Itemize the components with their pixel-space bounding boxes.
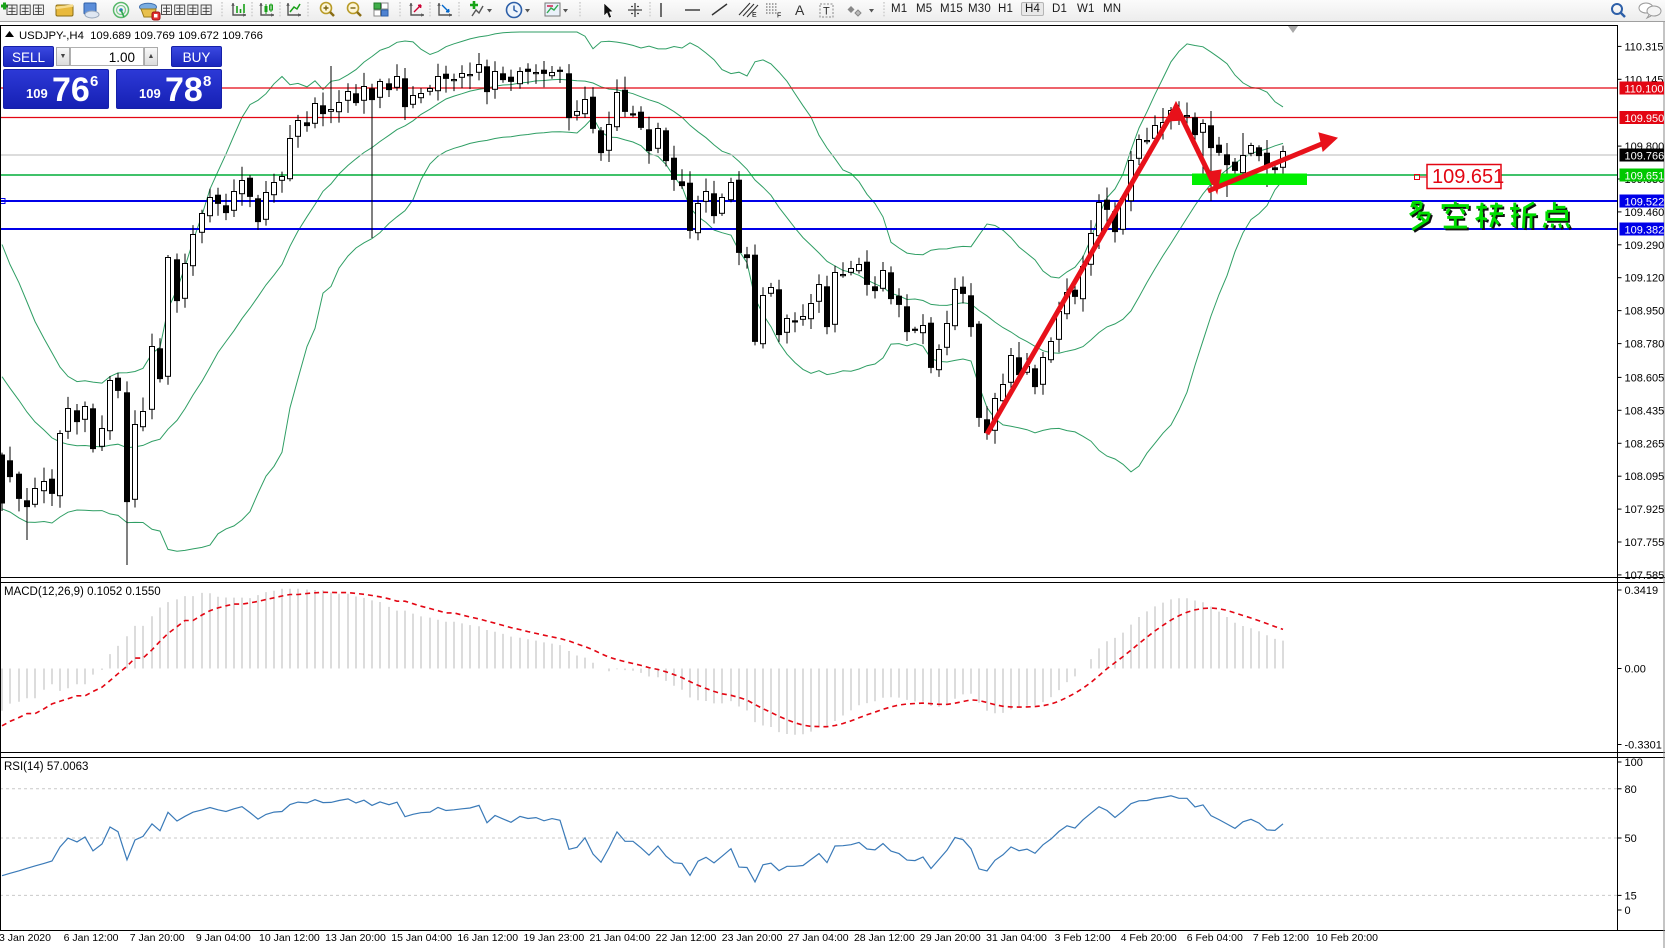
svg-text:50: 50 bbox=[1625, 833, 1637, 845]
svg-text:107.755: 107.755 bbox=[1625, 537, 1665, 549]
svg-text:28 Jan 12:00: 28 Jan 12:00 bbox=[854, 932, 915, 944]
svg-text:4 Feb 20:00: 4 Feb 20:00 bbox=[1121, 932, 1177, 944]
svg-text:108.950: 108.950 bbox=[1625, 306, 1665, 318]
svg-text:7 Jan 20:00: 7 Jan 20:00 bbox=[130, 932, 185, 944]
svg-text:22 Jan 12:00: 22 Jan 12:00 bbox=[656, 932, 717, 944]
svg-text:10 Feb 20:00: 10 Feb 20:00 bbox=[1316, 932, 1378, 944]
svg-text:100: 100 bbox=[1625, 757, 1643, 769]
svg-text:21 Jan 04:00: 21 Jan 04:00 bbox=[590, 932, 651, 944]
svg-text:13 Jan 20:00: 13 Jan 20:00 bbox=[325, 932, 386, 944]
svg-text:108.095: 108.095 bbox=[1625, 471, 1665, 483]
svg-text:9 Jan 04:00: 9 Jan 04:00 bbox=[196, 932, 251, 944]
svg-text:3 Jan 2020: 3 Jan 2020 bbox=[0, 932, 51, 944]
svg-text:RSI(14) 57.0063: RSI(14) 57.0063 bbox=[4, 761, 88, 773]
svg-text:E: E bbox=[752, 12, 757, 19]
svg-text:23 Jan 20:00: 23 Jan 20:00 bbox=[722, 932, 783, 944]
svg-text:0.3419: 0.3419 bbox=[1625, 585, 1659, 597]
svg-text:USDJPY-,H4 109.689 109.769 10: USDJPY-,H4 109.689 109.769 109.672 109.7… bbox=[19, 30, 263, 42]
svg-text:0: 0 bbox=[1625, 905, 1631, 917]
svg-text:107.925: 107.925 bbox=[1625, 504, 1665, 516]
svg-text:19 Jan 23:00: 19 Jan 23:00 bbox=[523, 932, 584, 944]
svg-text:29 Jan 20:00: 29 Jan 20:00 bbox=[920, 932, 981, 944]
svg-text:T: T bbox=[823, 6, 830, 18]
svg-text:27 Jan 04:00: 27 Jan 04:00 bbox=[788, 932, 849, 944]
svg-text:-0.3301: -0.3301 bbox=[1625, 740, 1662, 752]
svg-text:6 Jan 12:00: 6 Jan 12:00 bbox=[64, 932, 119, 944]
svg-text:109.651: 109.651 bbox=[1625, 171, 1665, 183]
svg-text:0.00: 0.00 bbox=[1625, 664, 1646, 676]
svg-text:80: 80 bbox=[1625, 784, 1637, 796]
svg-text:3 Feb 12:00: 3 Feb 12:00 bbox=[1055, 932, 1111, 944]
svg-text:107.585: 107.585 bbox=[1625, 570, 1665, 582]
svg-text:MACD(12,26,9) 0.1052 0.1550: MACD(12,26,9) 0.1052 0.1550 bbox=[4, 586, 161, 598]
svg-text:110.100: 110.100 bbox=[1625, 84, 1664, 96]
svg-text:110.315: 110.315 bbox=[1625, 41, 1664, 53]
svg-text:15: 15 bbox=[1625, 890, 1637, 902]
svg-text:108.605: 108.605 bbox=[1625, 372, 1665, 384]
svg-text:109.950: 109.950 bbox=[1625, 113, 1665, 125]
svg-text:15 Jan 04:00: 15 Jan 04:00 bbox=[391, 932, 452, 944]
svg-text:31 Jan 04:00: 31 Jan 04:00 bbox=[986, 932, 1047, 944]
svg-text:7 Feb 12:00: 7 Feb 12:00 bbox=[1253, 932, 1309, 944]
svg-text:109.120: 109.120 bbox=[1625, 273, 1665, 285]
svg-text:108.265: 108.265 bbox=[1625, 438, 1665, 450]
svg-text:A: A bbox=[795, 2, 805, 18]
svg-text:F: F bbox=[777, 13, 781, 20]
svg-text:109.382: 109.382 bbox=[1625, 225, 1665, 237]
svg-text:108.780: 108.780 bbox=[1625, 339, 1665, 351]
svg-text:6 Feb 04:00: 6 Feb 04:00 bbox=[1187, 932, 1243, 944]
svg-text:16 Jan 12:00: 16 Jan 12:00 bbox=[457, 932, 518, 944]
svg-text:10 Jan 12:00: 10 Jan 12:00 bbox=[259, 932, 320, 944]
svg-text:109.460: 109.460 bbox=[1625, 207, 1665, 219]
svg-text:109.522: 109.522 bbox=[1625, 197, 1665, 209]
svg-text:108.435: 108.435 bbox=[1625, 405, 1665, 417]
svg-text:109.766: 109.766 bbox=[1625, 151, 1665, 163]
svg-text:109.651: 109.651 bbox=[1432, 166, 1504, 188]
svg-text:109.290: 109.290 bbox=[1625, 240, 1665, 252]
